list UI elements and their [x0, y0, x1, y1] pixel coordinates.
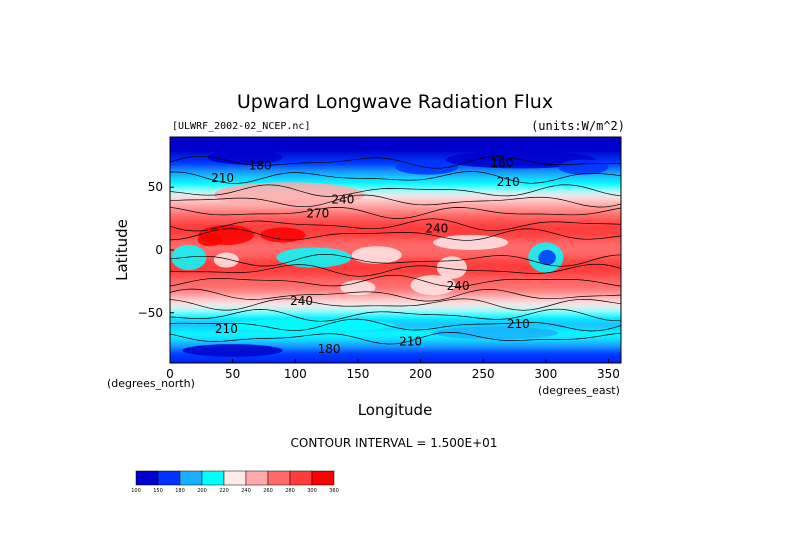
contour-line [170, 331, 621, 345]
flux-region [433, 234, 509, 250]
flux-region [171, 244, 207, 271]
contour-line [170, 288, 621, 302]
flux-band [170, 169, 621, 181]
x-tick-label: 250 [472, 367, 495, 381]
y-tick-label: 50 [148, 180, 163, 194]
colorbar-level-label: 100 [131, 488, 141, 494]
contour-label: 180 [249, 159, 272, 173]
flux-band [170, 320, 621, 331]
contour-label: 210 [399, 334, 422, 348]
file-label: [ULWRF_2002-02_NCEP.nc] [172, 121, 310, 132]
x-tick-label: 350 [597, 367, 620, 381]
x-tick-label: 300 [534, 367, 557, 381]
flux-band [170, 292, 621, 302]
flux-band [170, 277, 621, 294]
y-tick-label: 0 [155, 243, 163, 257]
colorbar-level-label: 150 [153, 488, 163, 494]
contour-label: 240 [425, 221, 448, 235]
flux-region [213, 182, 365, 208]
chart-title: Upward Longwave Radiation Flux [237, 91, 553, 113]
contour-line [170, 308, 621, 322]
contour-line [170, 298, 621, 311]
contour-line [170, 155, 621, 169]
colorbar-level-label: 240 [241, 488, 251, 494]
colorbar-level-label: 260 [263, 488, 273, 494]
flux-region [558, 159, 609, 175]
colorbar-swatch [157, 470, 181, 486]
contour-line [170, 218, 621, 232]
flux-region [207, 149, 283, 165]
flux-band [170, 347, 621, 363]
contour-label: 210 [211, 171, 234, 185]
contour-interval-note: CONTOUR INTERVAL = 1.500E+01 [291, 436, 498, 450]
contour-line [170, 171, 621, 184]
contour-line [170, 228, 621, 241]
flux-region [197, 233, 223, 247]
contour-line [170, 274, 621, 288]
flux-region [433, 326, 559, 340]
contour-line [170, 206, 621, 219]
contour-label: 270 [306, 206, 329, 220]
contour-line [170, 184, 621, 197]
contour-label: 210 [215, 322, 238, 336]
x-tick-label: 100 [284, 367, 307, 381]
colorbar-level-label: 200 [197, 488, 207, 494]
contour-label: 240 [331, 193, 354, 207]
plot-area [170, 137, 621, 363]
x-tick-label: 200 [409, 367, 432, 381]
contour-label: 210 [497, 175, 520, 189]
contour-label: 240 [447, 279, 470, 293]
flux-region [276, 247, 352, 268]
flux-band [170, 192, 621, 201]
y-axis-label: Latitude [113, 219, 131, 281]
colorbar-swatch [135, 470, 159, 486]
flux-band [170, 309, 621, 322]
x-axis-ticks: 0 50 100 150 200 250 300 350 [166, 359, 620, 381]
colorbar-swatch [267, 470, 291, 486]
y-tick-label: −50 [138, 306, 163, 320]
flux-region [260, 227, 306, 243]
contour-line [170, 194, 621, 208]
x-tick-label: 50 [225, 367, 240, 381]
x-tick-label: 150 [346, 367, 369, 381]
colorbar-level-label: 220 [219, 488, 229, 494]
contour-line [170, 263, 621, 277]
colorbar-swatch [311, 470, 335, 486]
flux-region [351, 246, 402, 264]
flux-region [213, 252, 239, 268]
contour-label: 210 [507, 317, 530, 331]
contour-label: 180 [318, 342, 341, 356]
flux-band [170, 199, 621, 211]
flux-region [220, 319, 396, 332]
colorbar-swatch [201, 470, 225, 486]
x-axis-label: Longitude [358, 401, 433, 419]
contour-label: 240 [290, 294, 313, 308]
colorbar-swatch [223, 470, 247, 486]
flux-region [538, 249, 556, 266]
y-unit-label: (degrees_north) [107, 377, 195, 390]
flux-region [182, 344, 283, 357]
flux-band [170, 209, 621, 221]
colorbar: 100 150 180 200 220 240 260 280 300 360 [131, 470, 339, 494]
x-unit-label: (degrees_east) [538, 384, 620, 397]
contour-label: 180 [491, 156, 514, 170]
colorbar-level-label: 280 [285, 488, 295, 494]
flux-region [340, 280, 376, 296]
y-axis-ticks: 50 0 −50 [138, 180, 174, 320]
flux-band [170, 300, 621, 311]
colorbar-swatch [245, 470, 269, 486]
colorbar-level-label: 300 [307, 488, 317, 494]
colorbar-swatch [289, 470, 313, 486]
colorbar-swatch [179, 470, 203, 486]
flux-region [436, 256, 467, 279]
units-label: (units:W/m^2) [531, 119, 625, 133]
colorbar-level-label: 180 [175, 488, 185, 494]
colorbar-level-label: 360 [329, 488, 339, 494]
x-tick-label: 0 [166, 367, 174, 381]
flux-band [170, 329, 621, 341]
contour-line [170, 253, 621, 267]
contour-line [170, 318, 621, 332]
